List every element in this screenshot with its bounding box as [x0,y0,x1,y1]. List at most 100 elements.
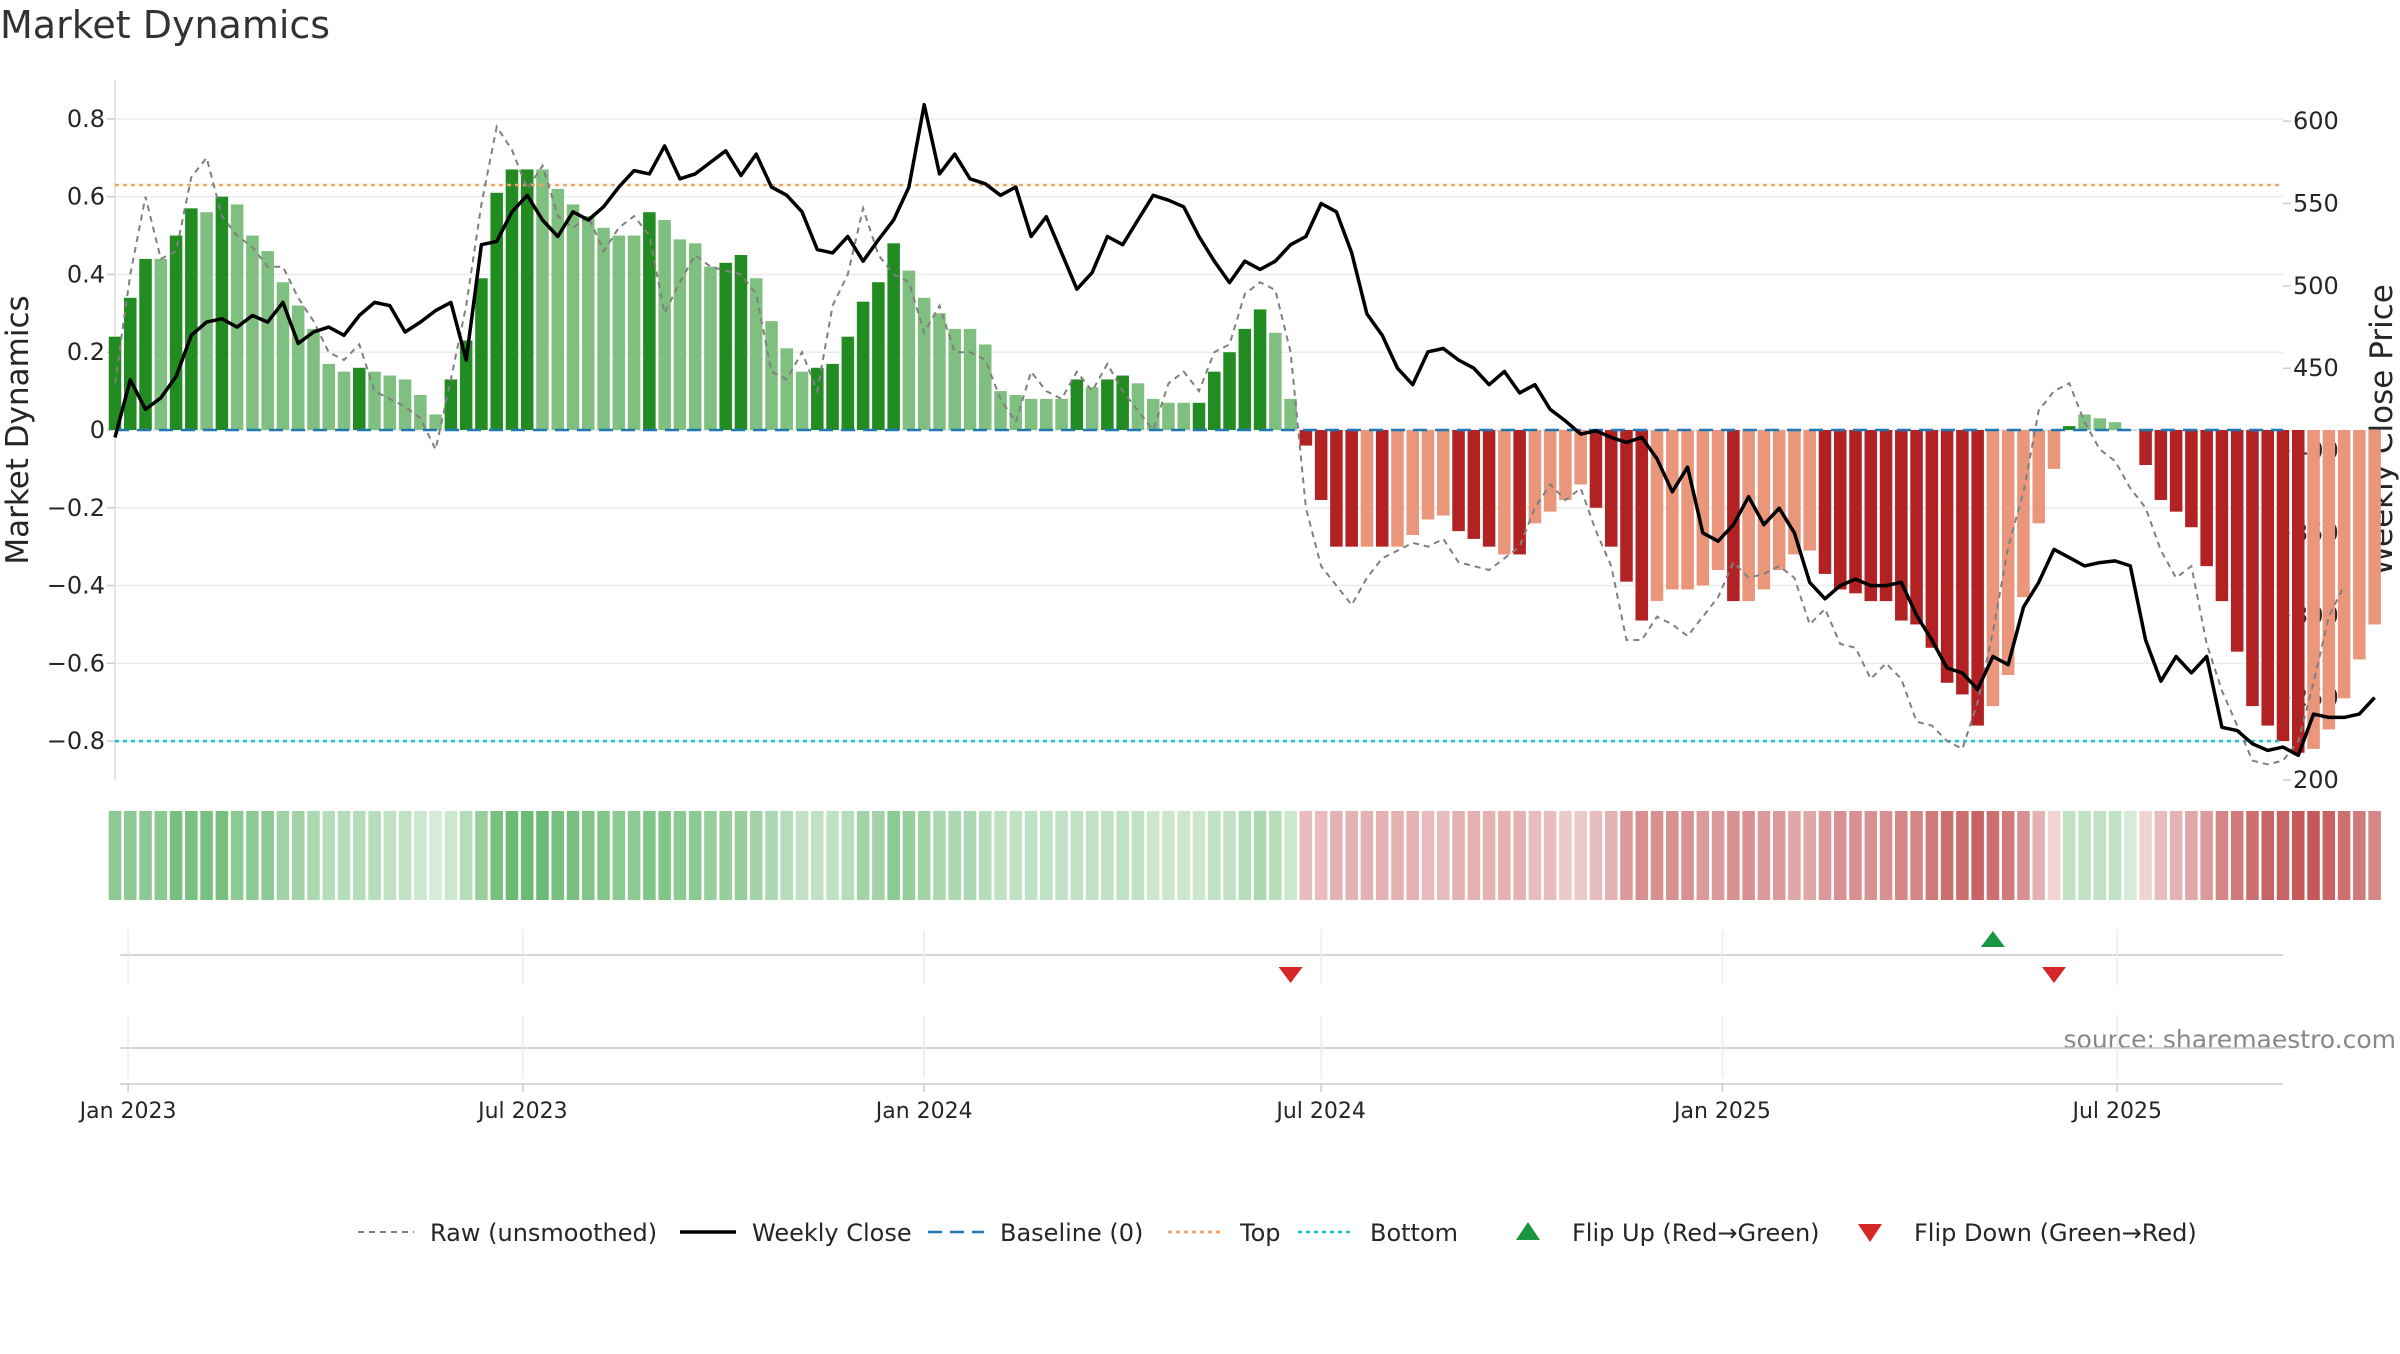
dynamics-bar [1314,430,1328,500]
regime-cell [1101,811,1114,900]
regime-cell [2261,811,2274,900]
regime-cell [169,811,183,900]
regime-cell [139,811,152,900]
x-tick-label: Jan 2025 [1672,1099,1771,1124]
regime-cell [490,811,503,900]
dynamics-bar [2261,430,2274,726]
regime-cell [841,811,855,900]
dynamics-bar [1223,352,1236,430]
dynamics-bar [154,258,168,430]
regime-cell [2108,811,2122,900]
dynamics-bar [1727,430,1740,602]
y-tick-label-left: −0.8 [47,727,105,755]
dynamics-bar [2215,430,2229,602]
x-axis: Jan 2023 Jul 2023 Jan 2024 Jul 2024 Jan 2025… [78,1084,2162,1124]
regime-cell [811,811,824,900]
regime-cell [536,811,549,900]
dynamics-bar [2292,430,2305,753]
legend-item: Flip Up (Red→Green) [1516,1219,1820,1247]
dynamics-bar [627,235,641,430]
dynamics-bar [1085,387,1099,430]
regime-cell [1589,811,1603,900]
regime-cell [2368,811,2381,900]
dynamics-bar [1543,430,1557,512]
regime-cell [902,811,916,900]
dynamics-bar [2154,430,2168,500]
dynamics-bar [1895,430,1908,621]
regime-cell [1437,811,1450,900]
y-tick-label-left: −0.4 [47,572,105,600]
regime-cell [1727,811,1740,900]
x-tick-label: Jan 2024 [874,1099,973,1124]
regime-cell [1833,811,1847,900]
dynamics-bar [612,235,626,430]
x-tick-label: Jan 2023 [78,1099,177,1124]
dynamics-bar [994,391,1007,430]
dynamics-bar [1956,430,1969,695]
dynamics-bar [1116,375,1129,430]
dynamics-bar [337,371,351,430]
legend-label: Flip Down (Green→Red) [1914,1219,2197,1247]
y-tick-label-right: 200 [2293,766,2339,794]
regime-cell [337,811,351,900]
dynamics-bar [2017,430,2030,598]
regime-cell [1391,811,1404,900]
dynamics-bar [1864,430,1878,602]
dynamics-bar [795,371,809,430]
dynamics-bar [1986,430,2000,707]
dynamics-bar [1788,430,1801,555]
dynamics-bar [536,169,549,430]
regime-cell [1131,811,1145,900]
legend-swatch-up [1516,1222,1540,1240]
y-tick-label-right: 550 [2293,190,2339,218]
regime-cell [795,811,809,900]
regime-cell [1192,811,1206,900]
dynamics-bar [765,321,778,430]
regime-cell [765,811,778,900]
regime-cell [2215,811,2229,900]
regime-cell [1528,811,1542,900]
dynamics-bar [1620,430,1633,582]
regime-cell [1513,811,1526,900]
regime-cell [582,811,595,900]
regime-cell [1971,811,1984,900]
y-tick-label-left: 0.4 [67,260,105,288]
regime-cell [826,811,839,900]
regime-cell [444,811,458,900]
regime-cell [246,811,259,900]
y-tick-label-right: 450 [2293,354,2339,382]
legend-label: Bottom [1370,1219,1458,1247]
regime-cell [200,811,213,900]
regime-cell [704,811,717,900]
dynamics-bar [1635,430,1649,621]
dynamics-bar [1772,430,1786,570]
dynamics-bar [856,301,870,430]
regime-cell [1543,811,1557,900]
regime-cell [627,811,641,900]
y-tick-label-right: 600 [2293,107,2339,135]
regime-cell [124,811,137,900]
dynamics-bar [307,328,320,430]
regime-cell [933,811,946,900]
dynamics-bar [734,255,748,430]
regime-cell [2169,811,2183,900]
regime-cell [368,811,381,900]
dynamics-bar [749,278,763,430]
y-tick-label-left: 0.6 [67,183,105,211]
regime-cell [2230,811,2244,900]
dynamics-bar [1406,430,1420,535]
regime-cell [2200,811,2213,900]
regime-cell [1085,811,1099,900]
regime-cell [1055,811,1068,900]
regime-cell [1253,811,1267,900]
dynamics-bar [505,169,519,430]
regime-cell [2139,811,2152,900]
regime-cell [1666,811,1679,900]
regime-cell [1574,811,1587,900]
dynamics-bar [1681,430,1694,590]
dynamics-bar [520,169,534,430]
regime-cell [1910,811,1923,900]
regime-cell [1788,811,1801,900]
regime-cell [597,811,610,900]
dynamics-bar [1742,430,1755,602]
